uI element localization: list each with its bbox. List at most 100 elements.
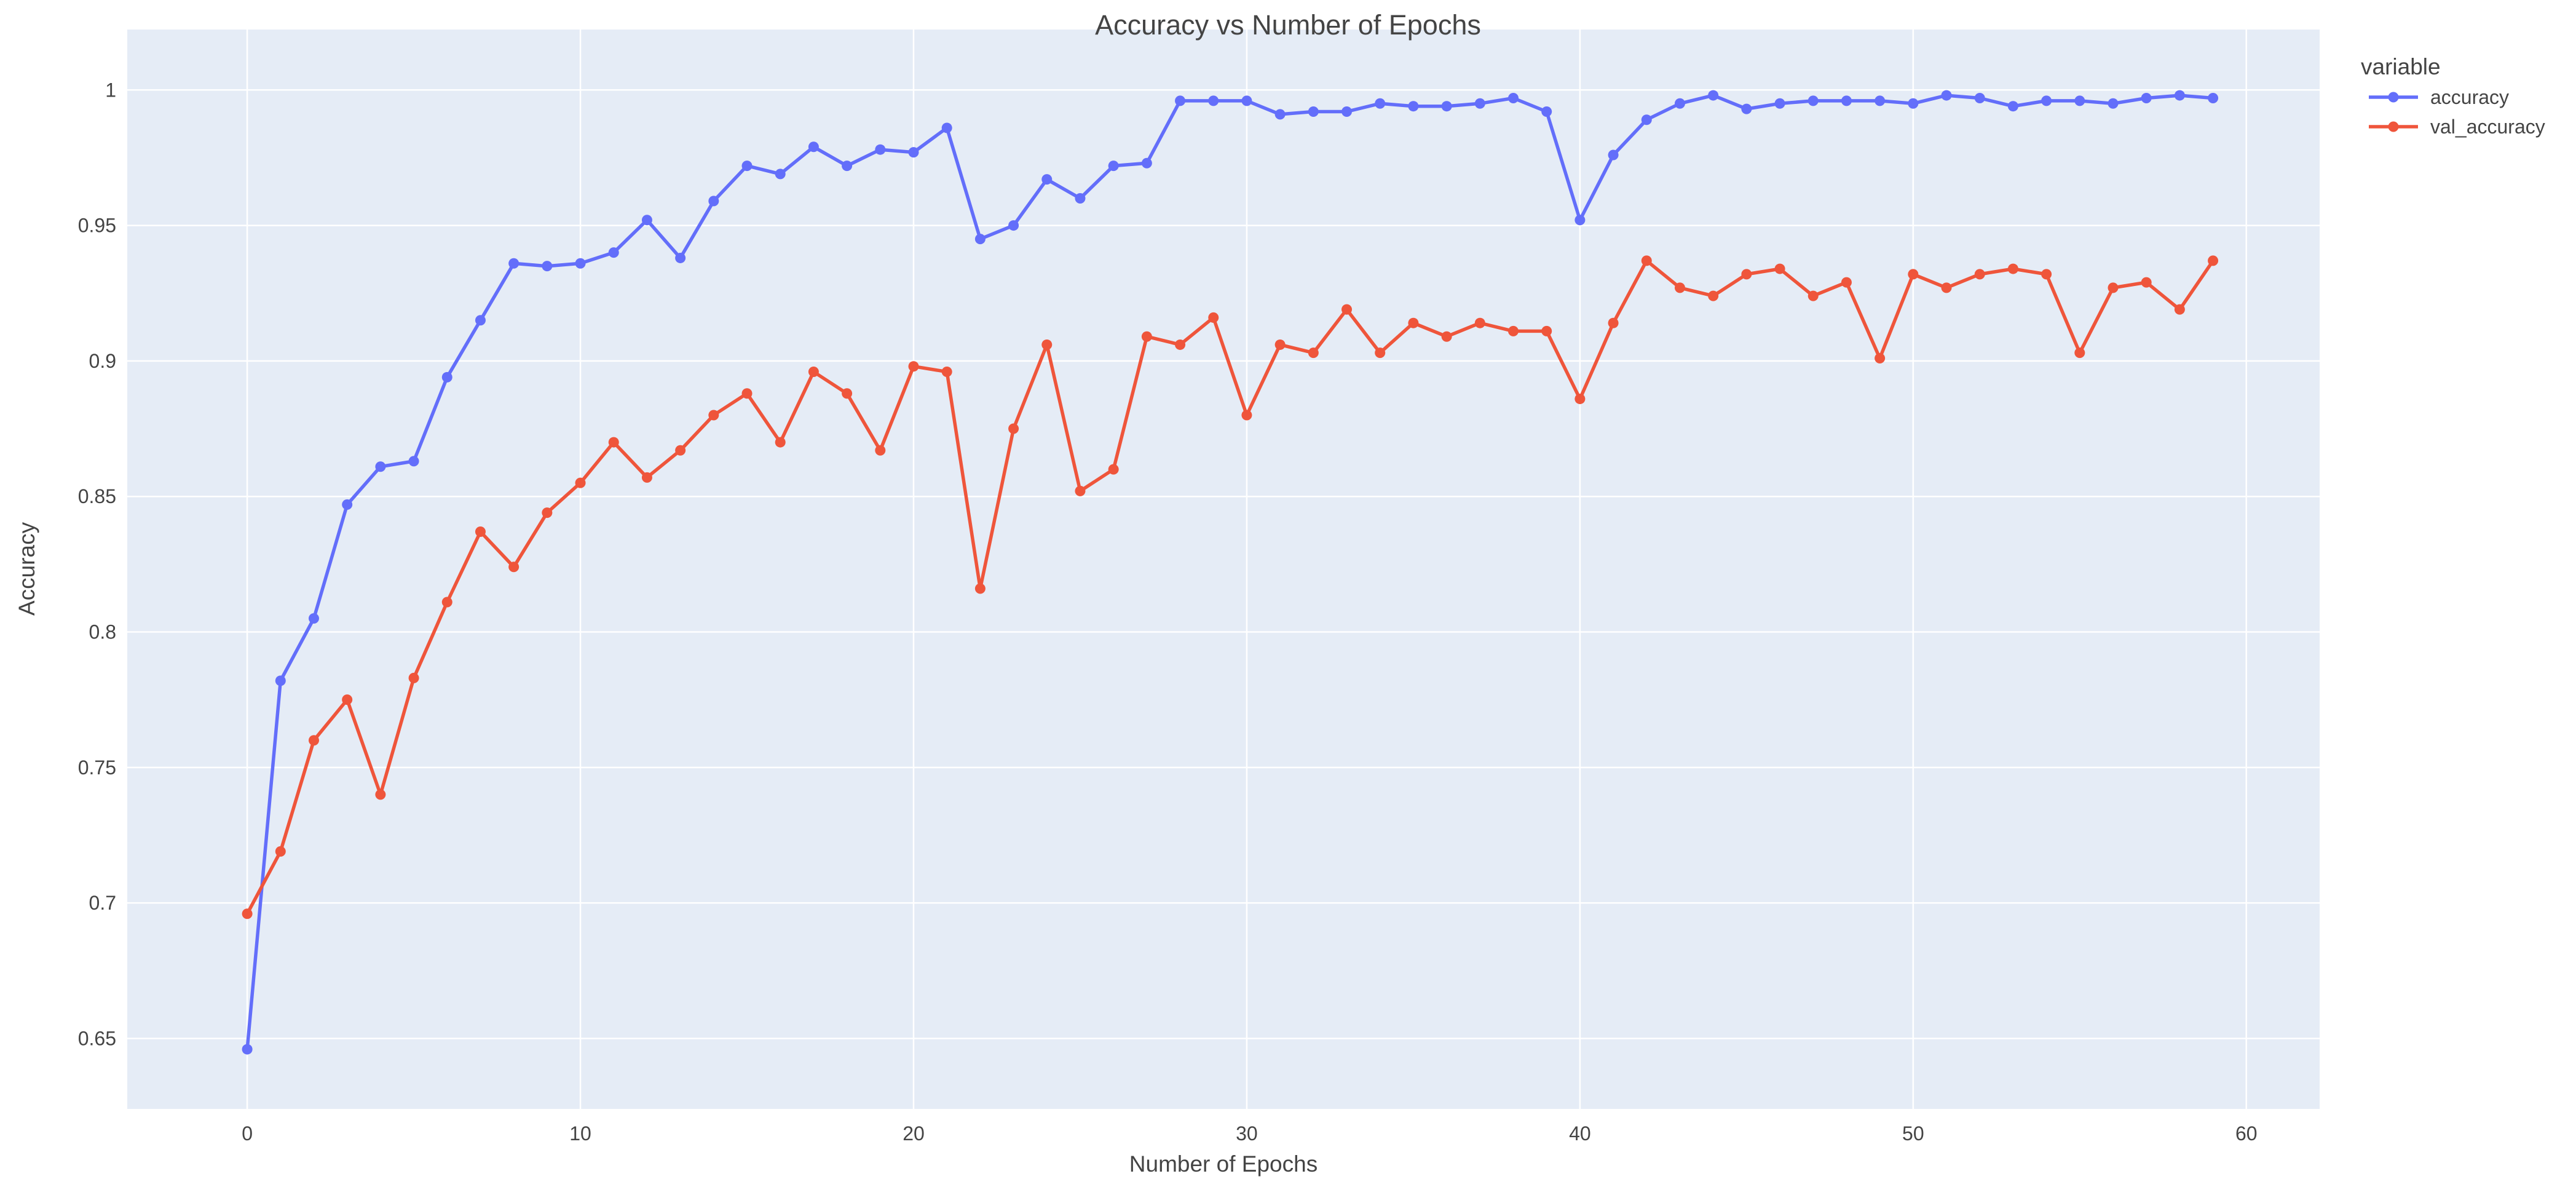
data-point-val_accuracy <box>242 908 253 919</box>
data-point-val_accuracy <box>675 445 686 456</box>
data-point-accuracy <box>1941 90 1952 101</box>
data-point-accuracy <box>1041 174 1053 185</box>
data-point-val_accuracy <box>641 472 652 483</box>
data-point-accuracy <box>542 261 553 272</box>
data-point-val_accuracy <box>308 735 319 746</box>
data-point-accuracy <box>1574 215 1586 226</box>
data-point-accuracy <box>575 258 586 269</box>
data-point-val_accuracy <box>275 846 286 857</box>
data-point-accuracy <box>675 252 686 263</box>
y-axis-ticks: 0.65 0.7 0.75 0.8 0.85 0.9 0.95 1 <box>78 79 116 1049</box>
data-point-val_accuracy <box>775 437 786 448</box>
data-point-accuracy <box>2007 101 2018 112</box>
data-point-val_accuracy <box>2074 347 2085 359</box>
data-point-accuracy <box>441 371 452 383</box>
data-point-accuracy <box>1841 95 1852 106</box>
data-point-accuracy <box>1674 98 1685 109</box>
data-point-val_accuracy <box>1308 347 1319 359</box>
data-point-val_accuracy <box>1941 282 1952 293</box>
legend-label: accuracy <box>2430 86 2509 108</box>
data-point-val_accuracy <box>1808 290 1819 301</box>
legend-label: val_accuracy <box>2430 116 2545 138</box>
data-point-val_accuracy <box>1274 339 1286 350</box>
legend-title: variable <box>2361 54 2441 79</box>
data-point-val_accuracy <box>1708 290 1719 301</box>
y-tick-label: 0.7 <box>89 892 116 914</box>
data-point-val_accuracy <box>475 526 486 537</box>
data-point-val_accuracy <box>1108 464 1119 475</box>
data-point-val_accuracy <box>508 562 520 573</box>
data-point-accuracy <box>741 161 753 172</box>
y-tick-label: 0.8 <box>89 621 116 643</box>
data-point-accuracy <box>1875 95 1886 106</box>
data-point-val_accuracy <box>1741 269 1752 280</box>
data-point-accuracy <box>1375 98 1386 109</box>
data-point-accuracy <box>2041 95 2052 106</box>
series-layer <box>242 90 2219 1055</box>
legend-items: accuracy val_accuracy <box>2369 86 2545 138</box>
data-point-val_accuracy <box>1375 347 1386 359</box>
data-point-accuracy <box>608 247 619 258</box>
data-point-val_accuracy <box>1541 325 1552 336</box>
series-val_accuracy <box>242 255 2219 919</box>
data-point-accuracy <box>1208 95 1219 106</box>
data-point-accuracy <box>808 141 819 153</box>
data-point-val_accuracy <box>741 388 753 399</box>
data-point-val_accuracy <box>441 597 452 608</box>
data-point-accuracy <box>908 147 919 158</box>
data-point-accuracy <box>1008 220 1019 231</box>
data-point-accuracy <box>941 122 952 133</box>
data-point-accuracy <box>375 461 386 472</box>
chart-title: Accuracy vs Number of Epochs <box>1095 9 1481 41</box>
data-point-val_accuracy <box>941 367 952 378</box>
data-point-accuracy <box>1274 109 1286 120</box>
data-point-val_accuracy <box>542 507 553 518</box>
data-point-accuracy <box>1708 90 1719 101</box>
data-point-val_accuracy <box>2041 269 2052 280</box>
data-point-accuracy <box>2074 95 2085 106</box>
legend-swatch-marker <box>2388 92 2399 103</box>
data-point-val_accuracy <box>1075 485 1086 496</box>
y-tick-label: 0.95 <box>78 215 116 237</box>
data-point-val_accuracy <box>1208 312 1219 323</box>
data-point-val_accuracy <box>1674 282 1685 293</box>
data-point-accuracy <box>1075 193 1086 204</box>
data-point-accuracy <box>775 169 786 180</box>
data-point-accuracy <box>1641 114 1652 125</box>
data-point-val_accuracy <box>2174 304 2185 315</box>
data-point-val_accuracy <box>608 437 619 448</box>
data-point-accuracy <box>875 144 886 155</box>
data-point-val_accuracy <box>1241 410 1252 421</box>
data-point-val_accuracy <box>1041 339 1053 350</box>
data-point-val_accuracy <box>842 388 853 399</box>
data-point-val_accuracy <box>1175 339 1186 350</box>
data-point-val_accuracy <box>1641 255 1652 266</box>
y-axis-title: Accuracy <box>14 522 39 616</box>
legend: variable accuracy val_accuracy <box>2361 54 2545 138</box>
x-tick-label: 40 <box>1569 1122 1591 1145</box>
data-point-val_accuracy <box>2141 277 2152 288</box>
data-point-val_accuracy <box>1507 325 1519 336</box>
x-axis-ticks: 0 10 20 30 40 50 60 <box>242 1122 2257 1145</box>
data-point-val_accuracy <box>2007 263 2018 274</box>
series-line-val_accuracy <box>245 259 2214 915</box>
data-point-accuracy <box>1241 95 1252 106</box>
data-point-accuracy <box>1441 101 1452 112</box>
data-point-accuracy <box>275 675 286 686</box>
data-point-accuracy <box>1908 98 1919 109</box>
data-point-accuracy <box>1308 106 1319 117</box>
data-point-val_accuracy <box>342 694 353 705</box>
data-point-accuracy <box>1507 92 1519 103</box>
data-point-val_accuracy <box>974 583 986 594</box>
data-point-accuracy <box>342 499 353 510</box>
data-point-val_accuracy <box>708 410 719 421</box>
data-point-val_accuracy <box>875 445 886 456</box>
data-point-accuracy <box>1141 157 1152 169</box>
data-point-val_accuracy <box>908 361 919 372</box>
data-point-accuracy <box>408 456 419 467</box>
x-tick-label: 50 <box>1902 1122 1924 1145</box>
data-point-accuracy <box>1808 95 1819 106</box>
data-point-accuracy <box>842 161 853 172</box>
